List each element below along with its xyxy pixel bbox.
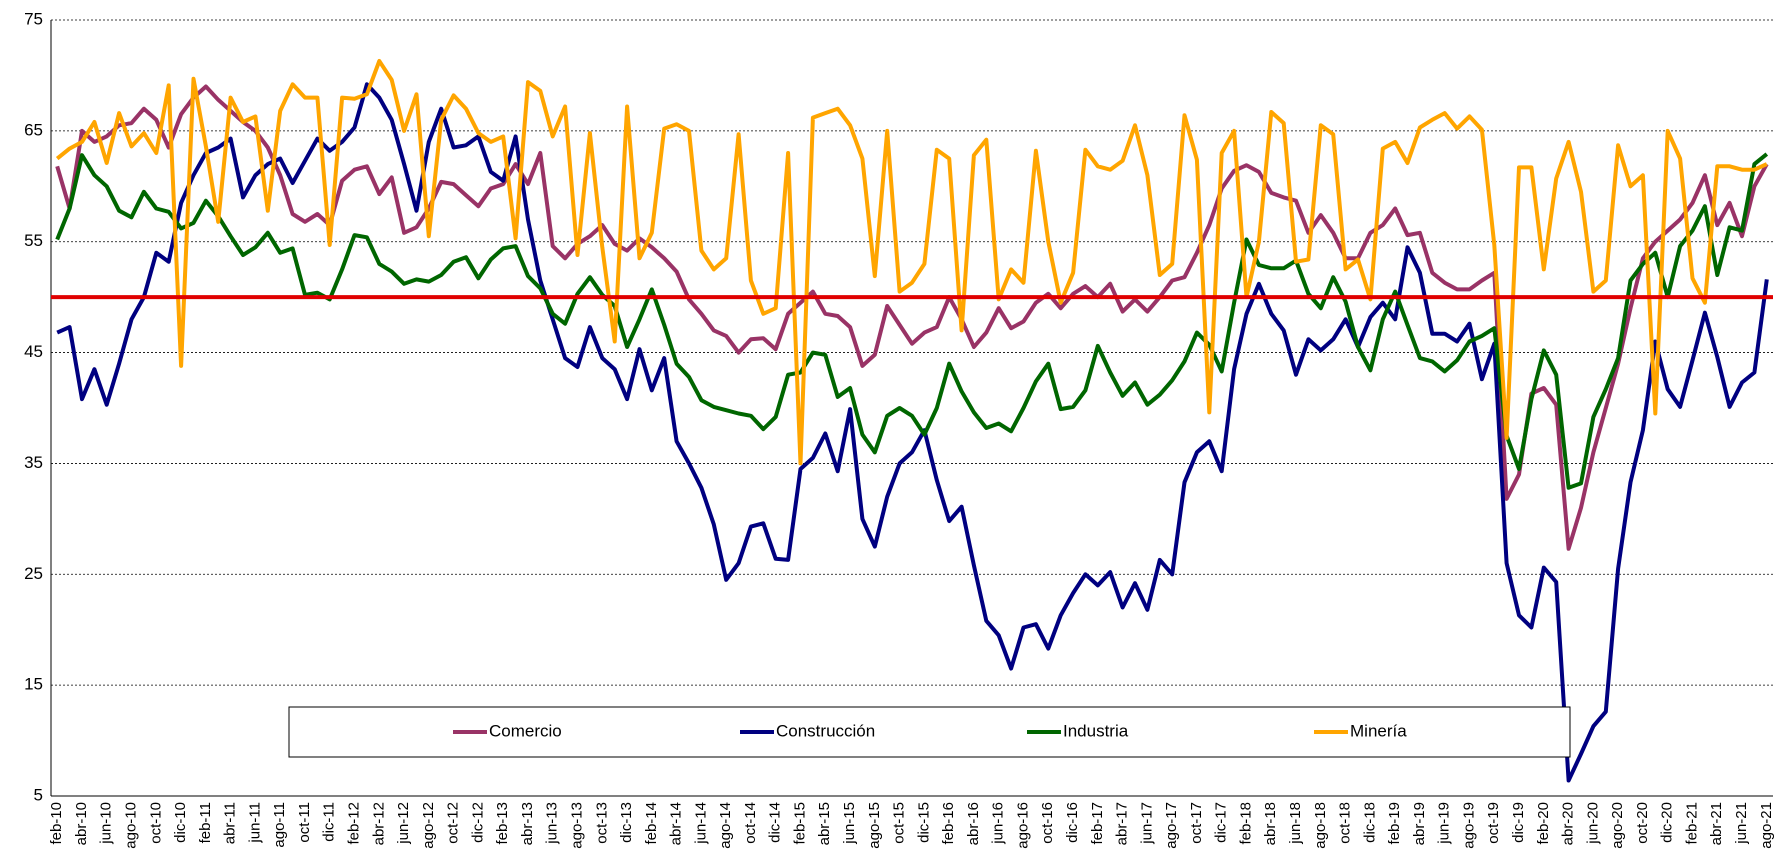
x-tick-label: ago-17	[1163, 802, 1180, 849]
x-tick-label: jun-20	[1584, 802, 1601, 845]
x-tick-label: abr-16	[965, 802, 982, 845]
x-tick-label: dic-17	[1213, 802, 1230, 843]
x-tick-label: dic-15	[915, 802, 932, 843]
x-tick-label: oct-14	[742, 802, 759, 844]
x-tick-label: abr-19	[1411, 802, 1428, 845]
x-tick-label: ago-21	[1758, 802, 1775, 849]
x-tick-label: ago-16	[1014, 802, 1031, 849]
y-tick-label: 55	[24, 231, 43, 250]
x-tick-label: feb-19	[1386, 802, 1403, 845]
legend-label: Industria	[1063, 721, 1129, 740]
x-tick-label: ago-11	[271, 802, 288, 848]
x-tick-label: abr-13	[519, 802, 536, 845]
x-tick-label: dic-12	[469, 802, 486, 843]
series-line	[55, 84, 1769, 551]
series-line	[55, 59, 1768, 466]
x-tick-label: jun-21	[1733, 802, 1750, 845]
x-tick-label: jun-15	[841, 802, 858, 845]
x-tick-label: jun-12	[395, 802, 412, 845]
x-tick-label: oct-16	[1039, 802, 1056, 844]
x-tick-label: ago-20	[1609, 802, 1626, 849]
x-tick-label: dic-20	[1659, 802, 1676, 843]
x-tick-label: ago-12	[420, 802, 437, 849]
x-tick-label: jun-13	[544, 802, 561, 845]
x-tick-label: dic-14	[767, 802, 784, 843]
x-tick-label: ago-15	[866, 802, 883, 849]
x-tick-label: feb-12	[345, 802, 362, 845]
x-tick-label: dic-16	[1064, 802, 1081, 843]
x-tick-label: ago-13	[568, 802, 585, 849]
x-tick-label: dic-11	[321, 802, 338, 842]
x-tick-label: feb-17	[1089, 802, 1106, 845]
x-tick-label: abr-14	[668, 802, 685, 845]
x-tick-label: oct-17	[1188, 802, 1205, 844]
x-tick-label: abr-20	[1560, 802, 1577, 845]
x-tick-label: dic-19	[1510, 802, 1527, 843]
x-tick-label: ago-14	[717, 802, 734, 849]
x-tick-label: abr-17	[1114, 802, 1131, 845]
x-tick-label: feb-21	[1683, 802, 1700, 845]
y-tick-label: 35	[24, 453, 43, 472]
series-line	[56, 82, 1769, 783]
x-tick-label: feb-10	[48, 802, 65, 845]
x-tick-label: dic-13	[618, 802, 635, 843]
x-tick-label: feb-16	[940, 802, 957, 845]
x-tick-label: feb-14	[643, 802, 660, 845]
x-tick-label: dic-18	[1361, 802, 1378, 843]
x-tick-label: oct-11	[296, 802, 313, 843]
y-tick-label: 75	[24, 9, 43, 28]
y-tick-label: 45	[24, 342, 43, 361]
x-tick-label: jun-16	[990, 802, 1007, 845]
y-tick-label: 25	[24, 564, 43, 583]
x-tick-label: jun-14	[692, 802, 709, 845]
x-tick-label: feb-15	[791, 802, 808, 845]
x-tick-label: jun-19	[1436, 802, 1453, 845]
x-tick-label: ago-18	[1312, 802, 1329, 849]
x-tick-label: abr-18	[1262, 802, 1279, 845]
x-tick-label: oct-19	[1485, 802, 1502, 844]
x-tick-label: oct-13	[593, 802, 610, 844]
x-tick-label: jun-18	[1287, 802, 1304, 845]
x-tick-label: feb-18	[1237, 802, 1254, 845]
x-tick-label: jun-17	[1138, 802, 1155, 845]
x-tick-label: ago-10	[122, 802, 139, 849]
x-tick-label: jun-10	[98, 802, 115, 845]
legend-label: Construcción	[776, 721, 875, 740]
x-tick-label: abr-12	[370, 802, 387, 845]
legend-label: Minería	[1350, 721, 1407, 740]
x-tick-label: oct-15	[891, 802, 908, 844]
x-tick-label: oct-20	[1634, 802, 1651, 844]
legend-box	[288, 706, 1571, 758]
x-tick-label: abr-21	[1708, 802, 1725, 845]
x-tick-label: oct-12	[445, 802, 462, 844]
x-tick-label: feb-13	[494, 802, 511, 845]
x-tick-label: feb-11	[197, 802, 214, 843]
x-tick-label: dic-10	[172, 802, 189, 843]
x-tick-label: oct-10	[147, 802, 164, 844]
x-tick-label: feb-20	[1535, 802, 1552, 845]
y-tick-label: 5	[34, 785, 43, 804]
series-line	[55, 152, 1769, 490]
y-tick-label: 15	[24, 675, 43, 694]
x-tick-label: ago-19	[1460, 802, 1477, 849]
x-tick-label: jun-11	[246, 802, 263, 844]
x-tick-label: abr-15	[816, 802, 833, 845]
x-tick-label: abr-11	[222, 802, 239, 844]
x-tick-label: oct-18	[1337, 802, 1354, 844]
y-tick-label: 65	[24, 120, 43, 139]
legend-label: Comercio	[489, 721, 562, 740]
x-tick-label: abr-10	[73, 802, 90, 845]
